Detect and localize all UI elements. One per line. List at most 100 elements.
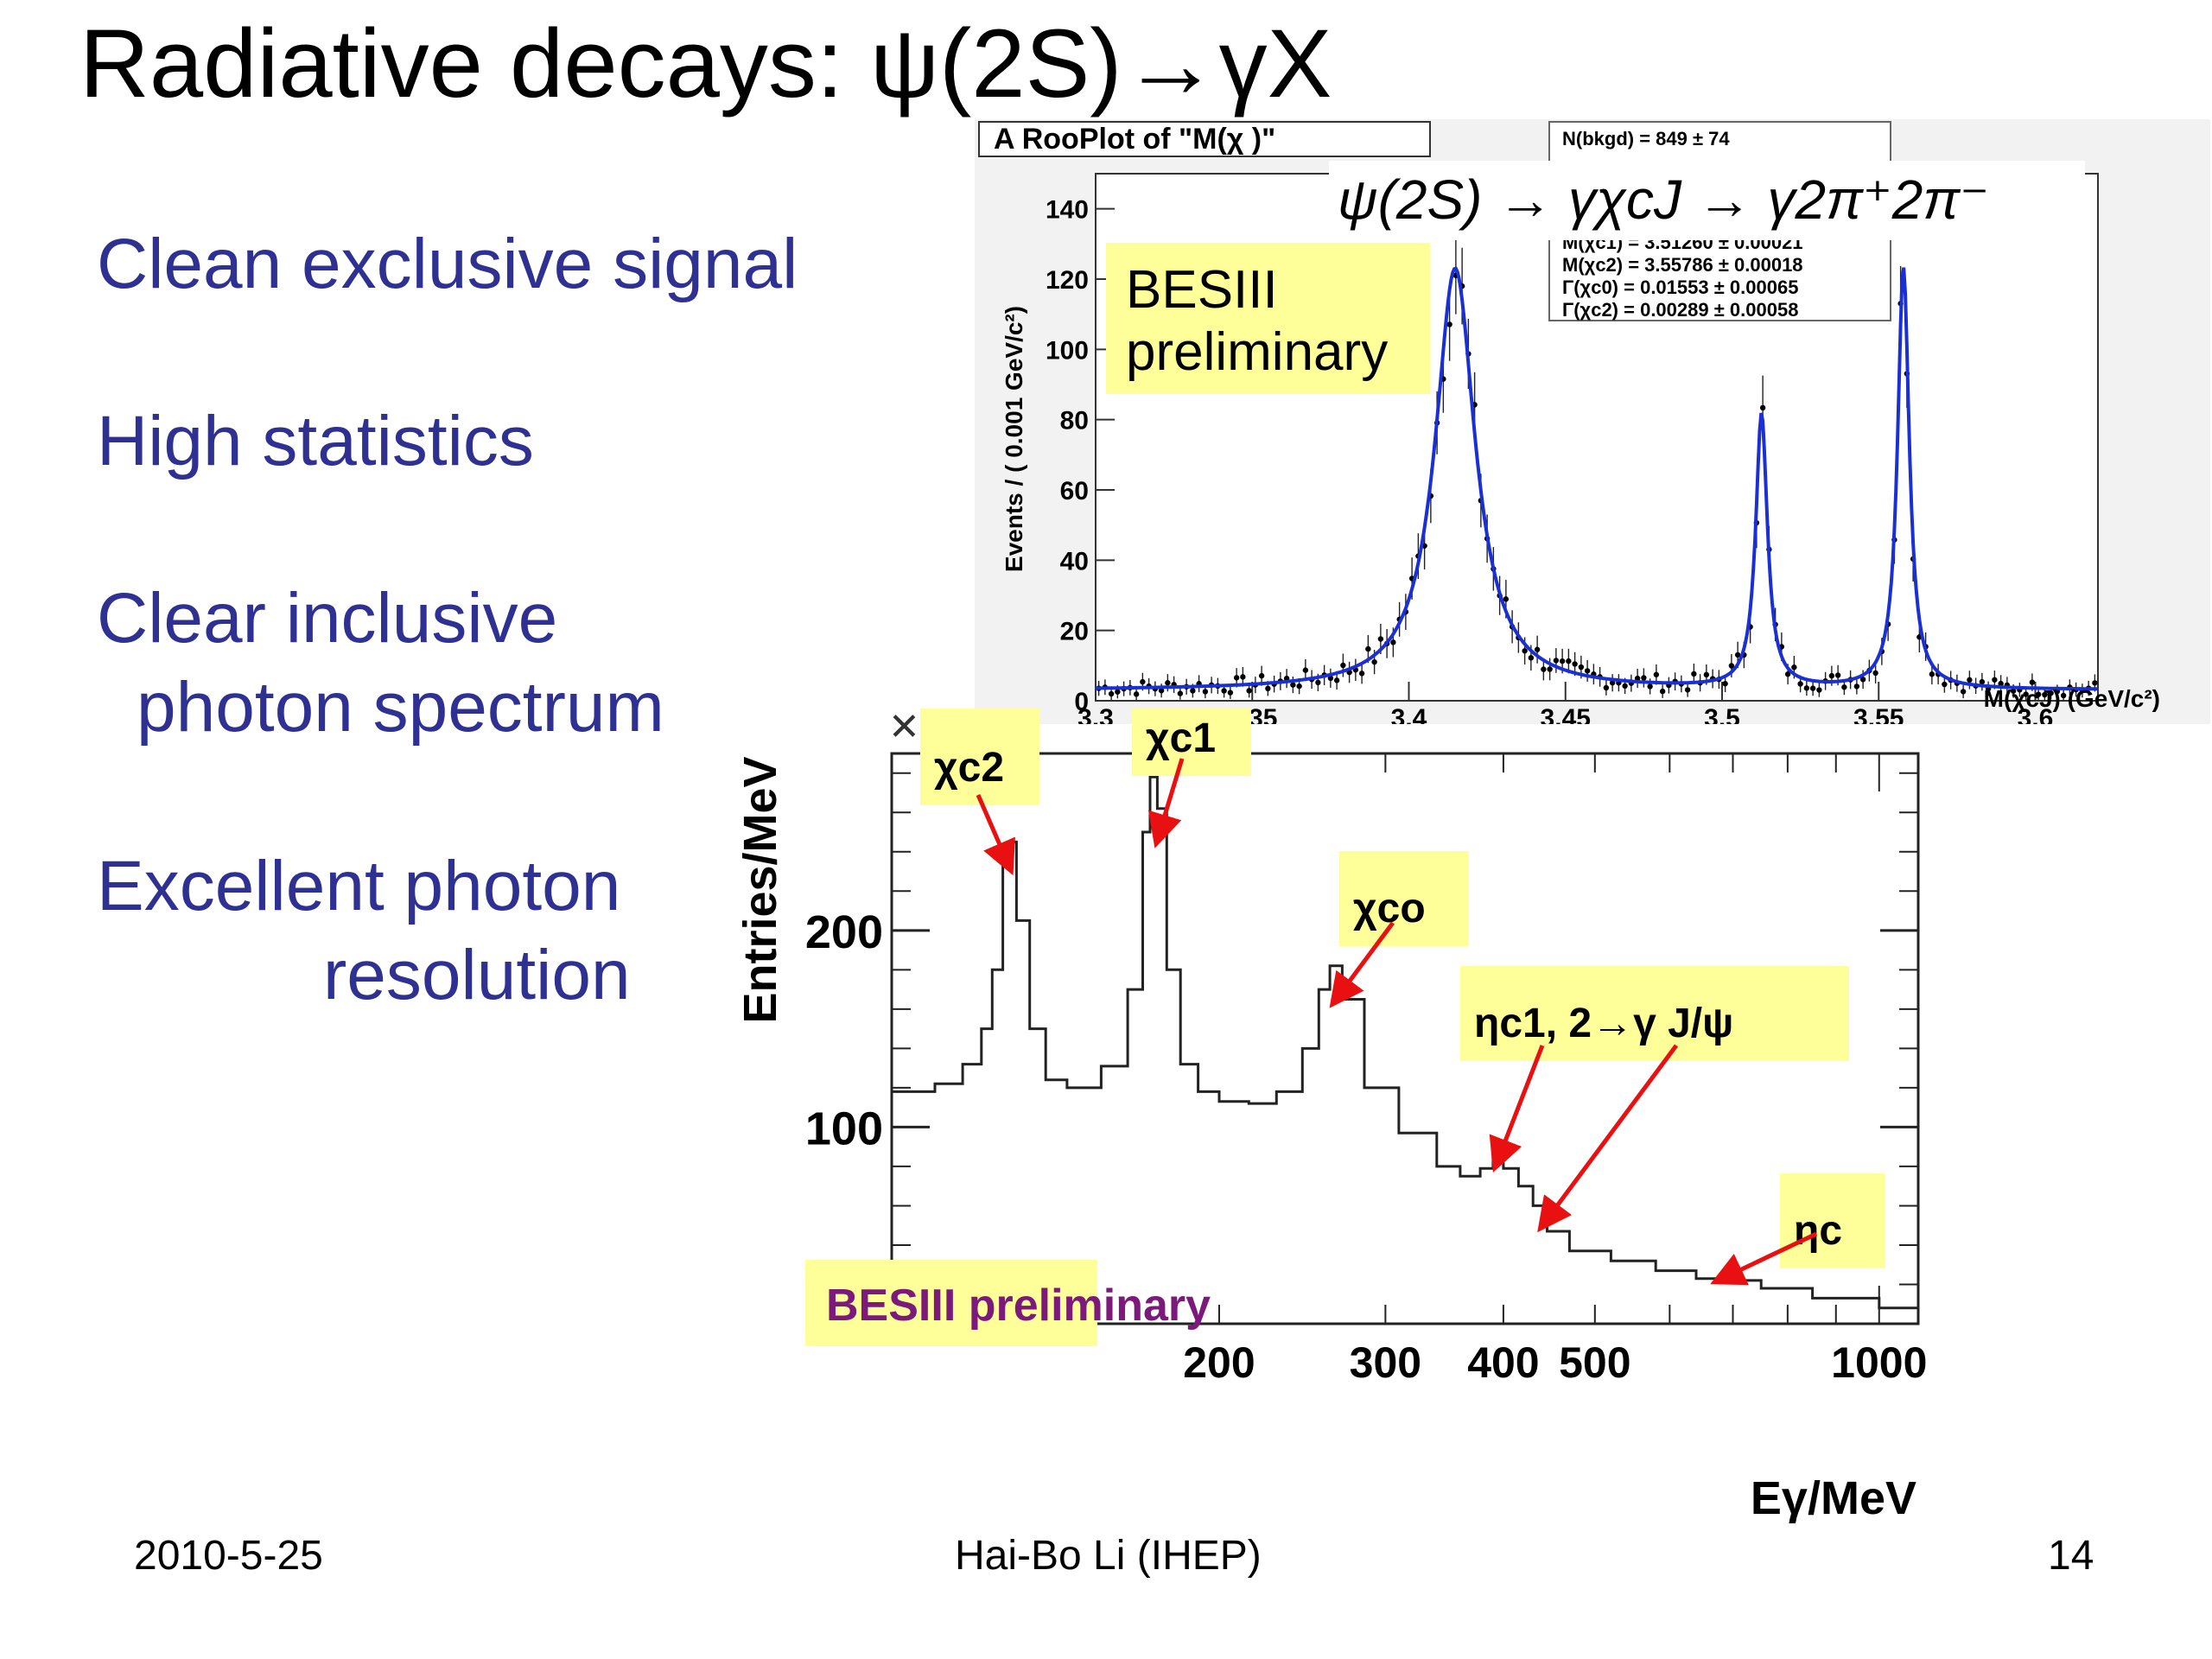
fit-param-line: M(χc2) = 3.55786 ± 0.00018 bbox=[1562, 254, 1803, 276]
data-point bbox=[1296, 683, 1302, 690]
data-point bbox=[1246, 688, 1252, 694]
peak-annotations: χc2 χc1 χco ηc1, 2→γ J/ψ ηc bbox=[920, 709, 1885, 1286]
x-tick-label: 3.45 bbox=[1541, 704, 1591, 724]
data-point bbox=[1446, 321, 1452, 327]
inclusive-photon-spectrum-plot: 01002002003004005001000 Entries/MeV Eγ/M… bbox=[734, 709, 1927, 1524]
data-point bbox=[1622, 683, 1628, 690]
x-tick-label: 3.5 bbox=[1704, 704, 1740, 724]
label-besiii: BESIII bbox=[1126, 260, 1278, 320]
fit-param-line: Γ(χc2) = 0.00289 ± 0.00058 bbox=[1562, 299, 1798, 321]
annotation-label: χc1 bbox=[1146, 715, 1216, 761]
data-point bbox=[1133, 691, 1140, 697]
annotation-label-bg bbox=[1339, 851, 1469, 946]
y-tick-label: 60 bbox=[1060, 477, 1089, 505]
footer-page-number: 14 bbox=[2048, 1533, 2094, 1579]
data-point bbox=[1960, 689, 1967, 695]
data-point bbox=[1333, 677, 1340, 683]
data-point bbox=[1859, 677, 1866, 683]
data-point bbox=[1547, 666, 1553, 672]
data-point bbox=[1816, 687, 1822, 693]
data-point bbox=[1522, 648, 1528, 654]
annotation-arrow bbox=[976, 794, 1015, 876]
data-point bbox=[1967, 677, 1973, 683]
data-point bbox=[1797, 681, 1803, 687]
data-point bbox=[1340, 662, 1346, 669]
x-axis-label: Eγ/MeV bbox=[1751, 1472, 1916, 1524]
data-point bbox=[1377, 636, 1384, 642]
data-point bbox=[1177, 690, 1184, 696]
bullet-excellent-photon-resolution: Excellent photon resolution bbox=[97, 847, 631, 1014]
y-tick-label: 140 bbox=[1046, 196, 1089, 225]
y-tick-label: 40 bbox=[1060, 547, 1089, 575]
x-tick-label: 3.55 bbox=[1853, 704, 1904, 724]
data-point bbox=[1641, 675, 1647, 681]
y-tick-label: 0 bbox=[1074, 688, 1089, 716]
data-point bbox=[1140, 678, 1146, 685]
y-axis-label: Events / ( 0.001 GeV/c²) bbox=[1001, 306, 1027, 572]
data-point bbox=[1609, 680, 1616, 686]
fit-param-line: N(bkgd) = 849 ± 74 bbox=[1562, 128, 1730, 149]
data-point bbox=[1684, 687, 1691, 693]
y-tick-label: 100 bbox=[1046, 336, 1089, 365]
axis-ticks: 01002002003004005001000 bbox=[805, 753, 1927, 1387]
data-point bbox=[1541, 666, 1547, 672]
annotation-label: χc2 bbox=[934, 745, 1004, 791]
data-point bbox=[1992, 677, 1998, 683]
y-tick-label: 120 bbox=[1046, 266, 1089, 295]
fit-param-line: Γ(χc0) = 0.01553 ± 0.00065 bbox=[1562, 276, 1798, 298]
annotation-label: ηc bbox=[1794, 1208, 1842, 1254]
bullet-clean-exclusive-signal: Clean exclusive signal bbox=[97, 225, 798, 303]
data-point bbox=[1365, 645, 1371, 652]
data-point bbox=[1371, 658, 1377, 665]
rooplot-title-box bbox=[978, 121, 1431, 157]
bullet-clear-inclusive-photon-spectrum: Clear inclusive photon spectrum bbox=[97, 579, 664, 747]
data-point bbox=[2060, 692, 2067, 699]
data-point bbox=[1803, 685, 1810, 691]
data-point bbox=[1841, 684, 1847, 690]
data-point bbox=[1998, 680, 2004, 687]
data-point bbox=[2023, 691, 2029, 697]
y-axis-ticks: 0 20 40 60 80 100 120 140 bbox=[1046, 196, 1115, 716]
data-point bbox=[2035, 691, 2042, 697]
x-tick-label: 3.6 bbox=[2018, 704, 2054, 724]
annotation-label-bg bbox=[1460, 966, 1849, 1061]
y-axis-label: Entries/MeV bbox=[734, 756, 786, 1023]
rooplot-title: A RooPlot of "M(χ )" bbox=[994, 123, 1275, 156]
photon-spectrum-histogram bbox=[892, 775, 1920, 1313]
annotation-arrow bbox=[1147, 758, 1185, 849]
data-point bbox=[1809, 685, 1816, 691]
data-point bbox=[1703, 671, 1710, 678]
data-point bbox=[1784, 671, 1791, 677]
y-tick-label: 200 bbox=[805, 906, 883, 958]
data-point bbox=[1979, 678, 1986, 685]
data-point bbox=[1734, 652, 1741, 658]
data-point bbox=[1828, 672, 1835, 679]
data-point bbox=[1659, 688, 1666, 695]
y-tick-label: 20 bbox=[1060, 618, 1089, 646]
data-point bbox=[1759, 404, 1766, 411]
data-point bbox=[1158, 688, 1165, 694]
bullet-high-statistics: High statistics bbox=[97, 402, 534, 480]
x-axis-ticks: 3.3 3.35 3.4 3.45 3.5 3.55 3.6 bbox=[1077, 682, 2053, 724]
data-point bbox=[2092, 680, 2098, 686]
annotation-label: ηc1, 2→γ J/ψ bbox=[1474, 1001, 1733, 1046]
data-point bbox=[1390, 639, 1396, 645]
footer-date: 2010-5-25 bbox=[134, 1533, 323, 1579]
data-point bbox=[1791, 664, 1797, 671]
y-tick-label: 100 bbox=[805, 1103, 883, 1154]
data-point bbox=[1722, 681, 1728, 687]
data-point bbox=[1315, 679, 1321, 686]
data-point bbox=[1553, 658, 1560, 664]
data-point bbox=[1728, 663, 1735, 669]
data-point bbox=[1942, 681, 1948, 688]
besiii-preliminary-label-top bbox=[1106, 243, 1430, 394]
data-point bbox=[1358, 671, 1365, 677]
chicj-mass-plot: A RooPlot of "M(χ )" 020406080100120140 … bbox=[975, 119, 2210, 724]
data-point bbox=[2048, 690, 2054, 696]
annotation-arrow bbox=[1710, 1231, 1818, 1286]
data-point bbox=[1653, 671, 1660, 677]
data-point bbox=[1290, 682, 1296, 688]
slide-title: Radiative decays: ψ(2S)→γX bbox=[79, 10, 1332, 118]
annotation-label-bg bbox=[1780, 1173, 1885, 1268]
data-point bbox=[1834, 672, 1841, 678]
